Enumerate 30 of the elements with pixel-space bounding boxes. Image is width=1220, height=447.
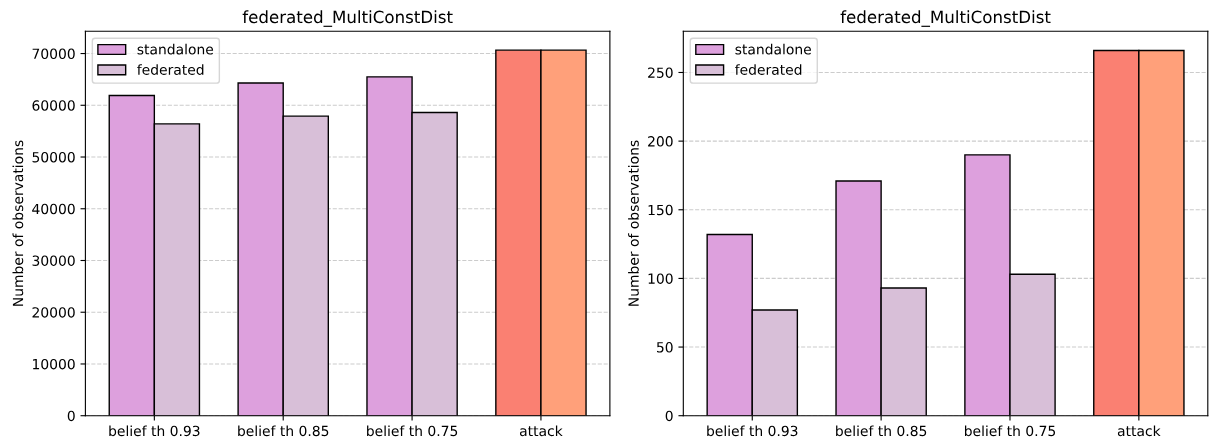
y-tick-label: 100 bbox=[648, 273, 673, 284]
y-tick-label: 150 bbox=[648, 204, 673, 216]
x-tick-label: attack bbox=[519, 425, 563, 437]
chart-title: federated_MultiConstDist bbox=[840, 10, 1051, 27]
x-tick-label: belief th 0.85 bbox=[238, 425, 329, 437]
y-tick-label: 30000 bbox=[32, 255, 75, 266]
legend-label: federated bbox=[137, 64, 204, 75]
y-tick-label: 200 bbox=[648, 136, 673, 147]
x-tick-label: belief th 0.93 bbox=[707, 425, 798, 437]
y-tick-label: 40000 bbox=[32, 203, 75, 215]
legend-label: standalone bbox=[735, 43, 811, 55]
y-tick-label: 70000 bbox=[32, 48, 75, 60]
x-tick-label: belief th 0.75 bbox=[964, 425, 1056, 437]
y-tick-label: 0 bbox=[665, 410, 673, 422]
y-tick-label: 0 bbox=[67, 410, 75, 422]
y-tick-label: 250 bbox=[648, 67, 673, 78]
y-tick-label: 60000 bbox=[32, 100, 75, 111]
legend-label: standalone bbox=[137, 43, 214, 55]
y-tick-label: 50 bbox=[656, 342, 673, 353]
x-tick-label: belief th 0.75 bbox=[367, 425, 458, 437]
x-tick-label: belief th 0.85 bbox=[836, 425, 927, 437]
chart-title: federated_MultiConstDist bbox=[242, 10, 453, 27]
y-tick-label: 10000 bbox=[33, 358, 75, 370]
legend-label: federated bbox=[735, 64, 802, 75]
x-tick-label: attack bbox=[1117, 425, 1161, 437]
y-axis-title: Number of observations bbox=[12, 140, 24, 306]
x-tick-label: belief th 0.93 bbox=[109, 425, 200, 437]
y-tick-label: 20000 bbox=[32, 307, 75, 318]
y-axis-title: Number of observations bbox=[628, 140, 639, 306]
y-tick-label: 50000 bbox=[32, 151, 75, 163]
